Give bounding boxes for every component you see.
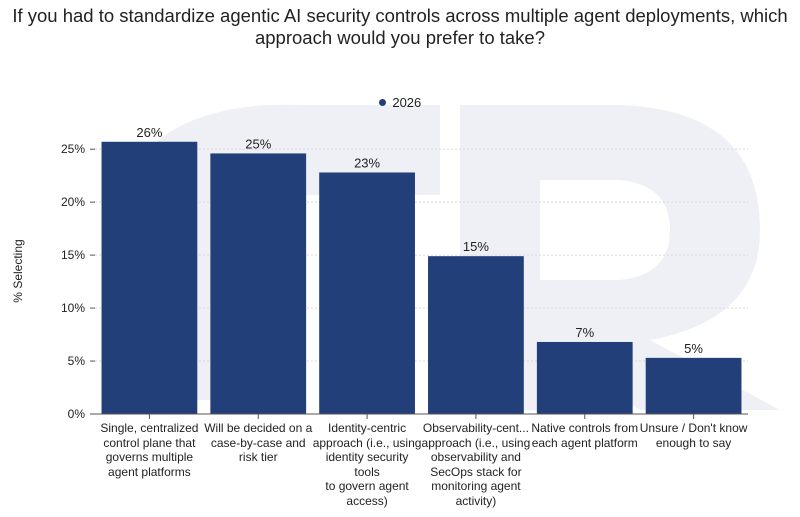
x-tick-label-line: Native controls from bbox=[531, 421, 639, 435]
x-tick-label: Single, centralized control plane that gov… bbox=[95, 421, 204, 479]
bar-5 bbox=[536, 341, 633, 414]
x-tick-label-line: approach (i.e., using bbox=[312, 435, 422, 450]
x-tick-label: Observability-cent... approach (i.e., usi… bbox=[422, 421, 531, 508]
x-tick-label-line: control plane that bbox=[103, 435, 196, 450]
x-tick-label-line: approach (i.e., using bbox=[421, 435, 531, 450]
x-tick-label-line: access) bbox=[346, 493, 388, 508]
y-tick-label: 10% bbox=[61, 301, 85, 315]
bar-4 bbox=[428, 256, 524, 414]
x-tick-label: Unsure / Don't know enough to say bbox=[639, 421, 748, 450]
x-tick-label-line: Unsure / Don't know bbox=[639, 421, 748, 435]
x-tick-label: Native controls from each agent platform bbox=[530, 421, 639, 450]
x-tick-label: Will be decided on a case-by-case and risk… bbox=[204, 421, 313, 465]
x-tick-label-line: Will be decided on a bbox=[204, 421, 313, 435]
bar-1 bbox=[101, 141, 198, 414]
x-tick-label-line: each agent platform bbox=[531, 435, 638, 450]
x-tick-label-line: to govern agent bbox=[325, 479, 409, 493]
data-label: 5% bbox=[684, 341, 703, 356]
x-tick-label-line: risk tier bbox=[238, 450, 278, 464]
y-tick-label: 25% bbox=[61, 142, 85, 156]
x-tick-label-line: activity) bbox=[455, 493, 497, 508]
x-tick-label-line: Identity-centric bbox=[328, 421, 407, 435]
legend-dot-icon bbox=[378, 99, 386, 107]
data-label: 15% bbox=[463, 239, 489, 254]
legend-series-label: 2026 bbox=[392, 95, 422, 110]
x-tick-label-line: monitoring agent bbox=[431, 479, 521, 493]
x-tick-label-line: observability and bbox=[430, 450, 521, 464]
chart-title: If you had to standardize agentic AI sec… bbox=[0, 5, 800, 49]
chart-title-line-2: approach would you prefer to take? bbox=[254, 27, 546, 48]
chart-title-line-1: If you had to standardize agentic AI sec… bbox=[12, 5, 788, 26]
data-label: 25% bbox=[245, 136, 271, 151]
data-label: 23% bbox=[354, 155, 380, 170]
x-tick-label-line: case-by-case and bbox=[210, 435, 306, 450]
data-label: 26% bbox=[136, 125, 162, 140]
x-tick-label-line: governs multiple bbox=[105, 450, 194, 464]
x-tick-label-line: agent platforms bbox=[108, 464, 191, 479]
chart-legend: 2026 bbox=[0, 95, 800, 110]
bar-6 bbox=[645, 357, 742, 414]
bar-2 bbox=[210, 153, 307, 414]
x-tick-label: Identity-centric approach (i.e., using ide… bbox=[313, 421, 422, 508]
x-tick-label-line: SecOps stack for bbox=[430, 464, 522, 479]
y-tick-label: 5% bbox=[68, 354, 86, 368]
watermark-right-shape bbox=[460, 105, 780, 410]
y-axis-label: % Selecting bbox=[11, 239, 25, 302]
x-tick-label-line: enough to say bbox=[655, 435, 732, 450]
y-tick-label: 15% bbox=[61, 248, 85, 262]
bar-3 bbox=[319, 172, 415, 414]
x-tick-label-line: identity security tools bbox=[325, 450, 409, 479]
y-tick-label: 20% bbox=[61, 195, 85, 209]
x-tick-label-line: Single, centralized bbox=[100, 421, 199, 435]
data-label: 7% bbox=[575, 325, 594, 340]
x-tick-label-line: Observability-cent... bbox=[422, 421, 529, 435]
y-tick-label: 0% bbox=[68, 407, 86, 421]
